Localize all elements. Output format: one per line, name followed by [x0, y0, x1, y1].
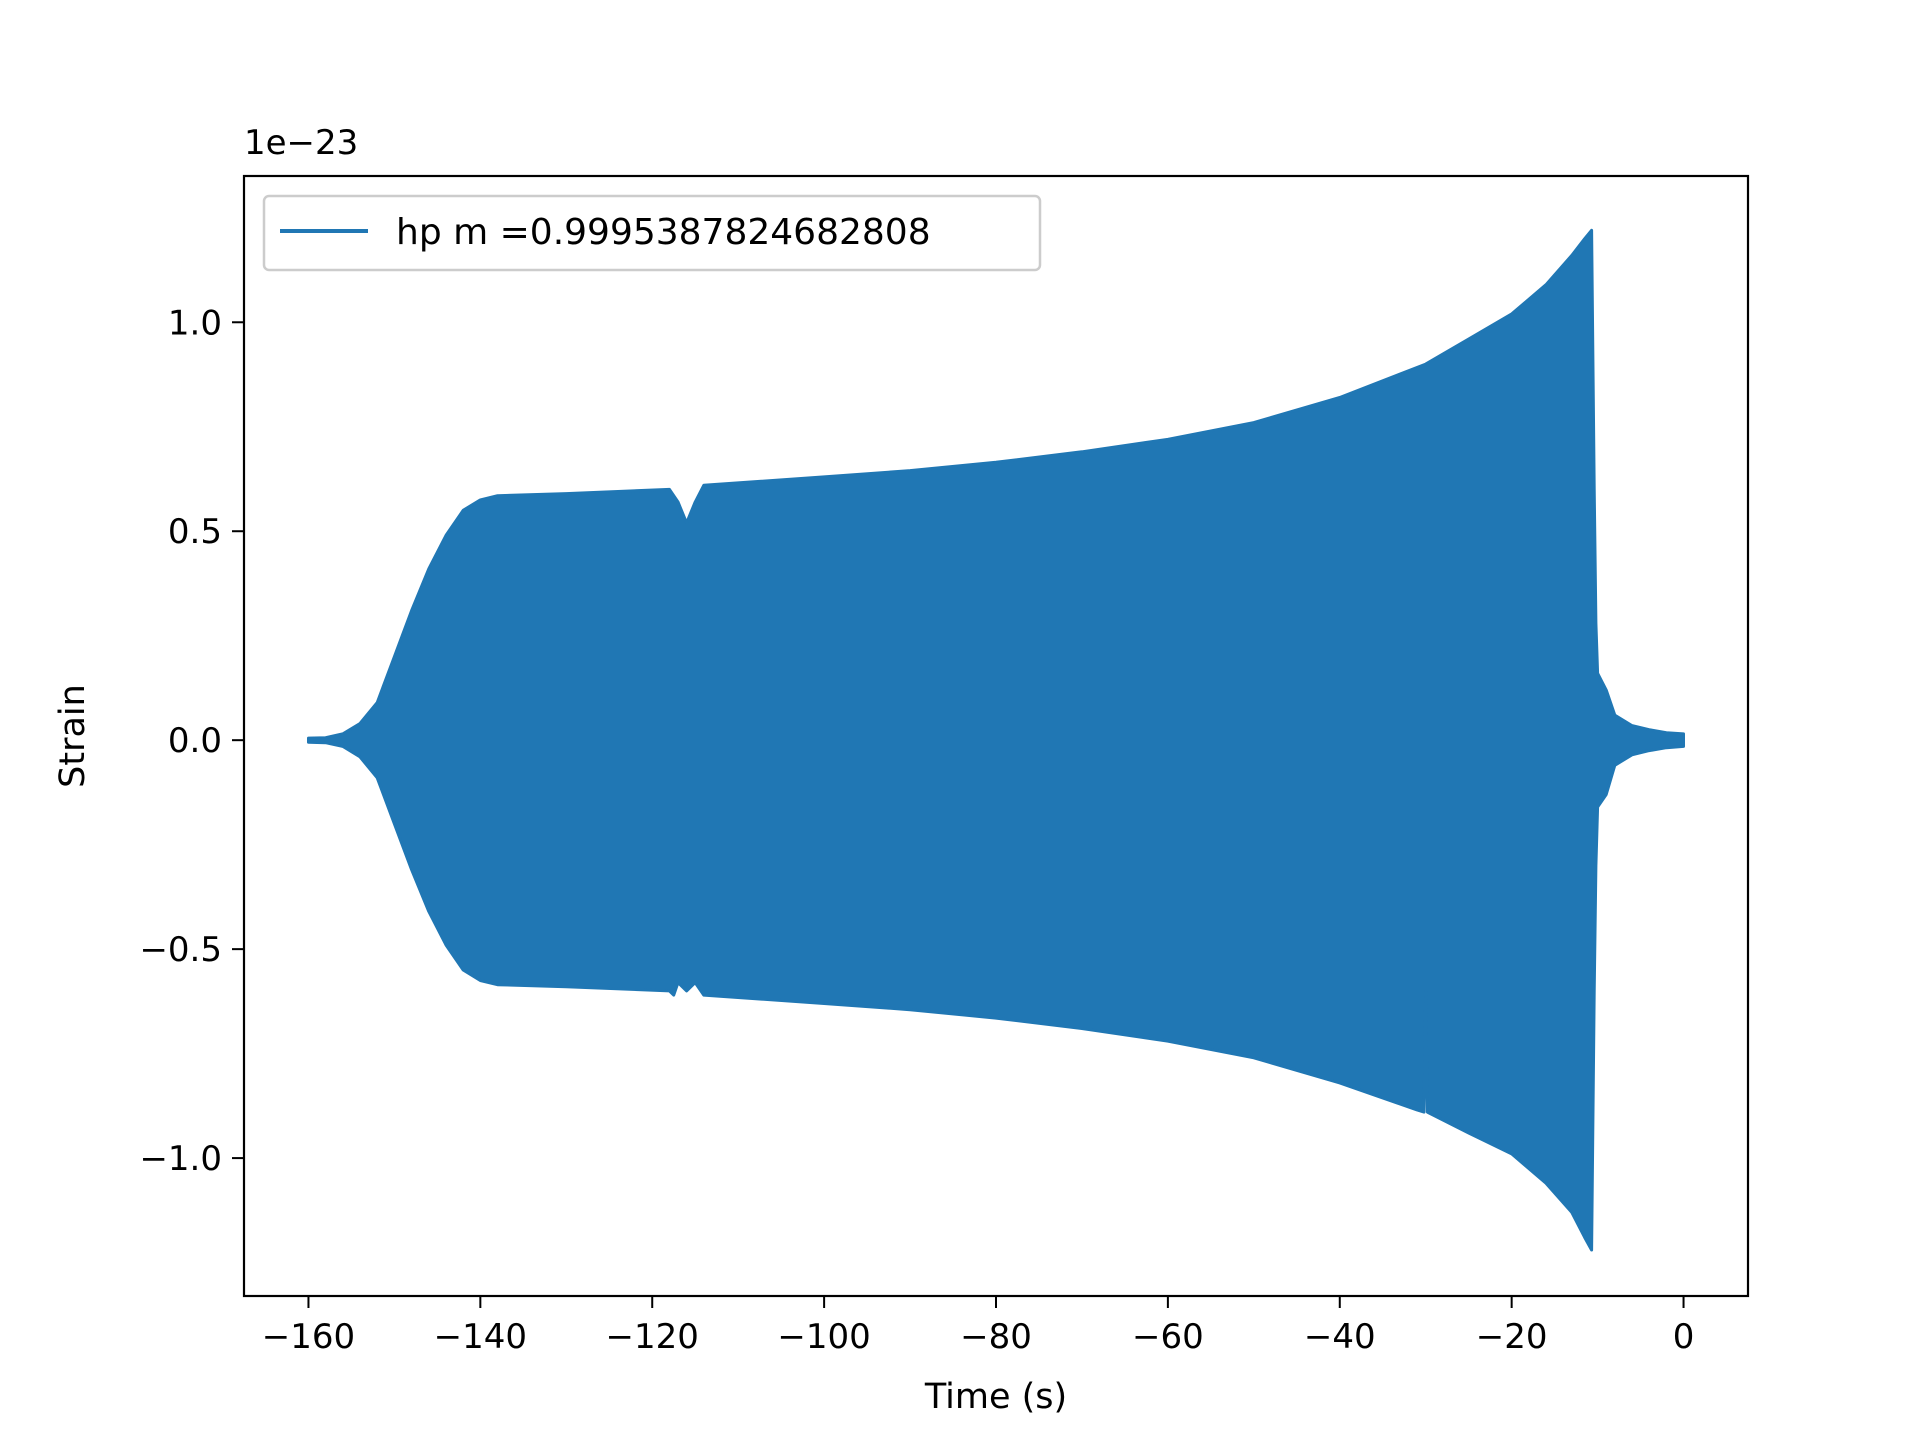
x-axis: −160 −140 −120 −100 −80 −60 −40 −20 0	[262, 1296, 1695, 1357]
y-tick-label: 0.5	[168, 512, 222, 552]
x-tick-label: −100	[777, 1317, 870, 1357]
x-tick-label: −140	[434, 1317, 527, 1357]
y-tick-label: 1.0	[168, 303, 222, 343]
x-tick-label: −160	[262, 1317, 355, 1357]
x-tick-label: −20	[1476, 1317, 1548, 1357]
x-tick-label: −80	[960, 1317, 1032, 1357]
y-tick-label: −0.5	[139, 930, 222, 970]
legend-box	[262, 194, 1042, 272]
legend-label: hp m =0.9995387824682808	[396, 212, 931, 253]
y-tick-label: 0.0	[168, 721, 222, 761]
y-offset-text: 1e−23	[244, 123, 358, 163]
x-tick-label: −120	[606, 1317, 699, 1357]
x-tick-label: −40	[1304, 1317, 1376, 1357]
series-0-waveform	[307, 228, 1685, 1252]
y-axis-label: Strain	[53, 684, 93, 788]
plot-area	[307, 228, 1685, 1252]
y-tick-label: −1.0	[139, 1139, 222, 1179]
x-tick-label: −60	[1132, 1317, 1204, 1357]
x-axis-label: Time (s)	[924, 1377, 1067, 1417]
x-tick-label: 0	[1673, 1317, 1695, 1357]
y-axis: −1.0 −0.5 0.0 0.5 1.0	[139, 303, 244, 1179]
legend: hp m =0.9995387824682808	[262, 194, 1042, 272]
